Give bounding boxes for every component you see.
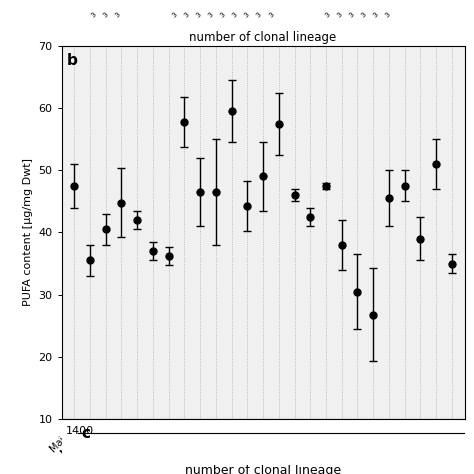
Text: 3: 3 <box>336 11 343 19</box>
Text: 3: 3 <box>243 11 251 19</box>
Text: 3: 3 <box>348 11 356 19</box>
Text: 3: 3 <box>171 11 178 19</box>
Text: 3: 3 <box>324 11 331 19</box>
Y-axis label: PUFA content [μg/mg Dwt]: PUFA content [μg/mg Dwt] <box>23 158 33 307</box>
Text: 3: 3 <box>267 11 275 19</box>
Text: 3: 3 <box>360 11 367 19</box>
Text: 1400: 1400 <box>65 426 94 436</box>
Text: c: c <box>82 426 91 441</box>
Text: number of clonal lineage: number of clonal lineage <box>190 31 337 44</box>
Text: 3: 3 <box>195 11 202 19</box>
Text: 3: 3 <box>207 11 214 19</box>
Text: 3: 3 <box>183 11 190 19</box>
Text: 3: 3 <box>114 11 122 19</box>
Text: b: b <box>66 54 77 68</box>
Text: 3: 3 <box>231 11 238 19</box>
X-axis label: number of clonal lineage: number of clonal lineage <box>185 464 341 474</box>
Text: 3: 3 <box>90 11 98 19</box>
Text: 3: 3 <box>372 11 380 19</box>
Text: 3: 3 <box>102 11 109 19</box>
Text: 3: 3 <box>219 11 227 19</box>
Text: 3: 3 <box>255 11 263 19</box>
Text: 3: 3 <box>384 11 392 19</box>
